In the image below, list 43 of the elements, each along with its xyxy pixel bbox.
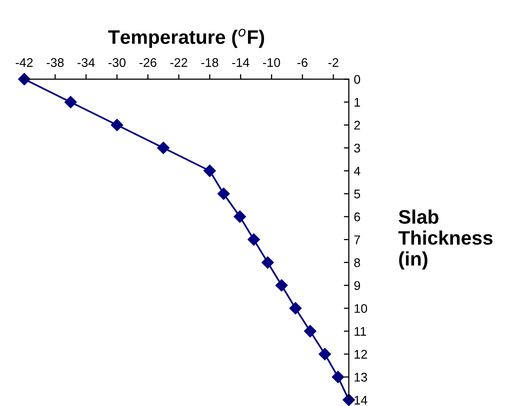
y-tick-label: 5 [354,190,360,198]
x-tick-label: -10 [263,58,280,67]
point [275,279,288,292]
x-tick-label: -14 [232,58,250,67]
point [218,188,230,200]
point [262,256,274,269]
y-tick-label: 7 [354,235,360,244]
point [157,142,170,154]
x-tick-label: -22 [170,58,188,67]
x-tick-label: -42 [16,58,33,67]
y-axis-title: Slab Thickness (in) [398,210,492,270]
y-tick-label: 4 [354,166,360,176]
point [110,118,124,132]
y-tick-label: 2 [354,120,360,130]
x-tick-label: -6 [297,58,308,67]
x-axis-title: Temperature ($^{o}$F) [108,28,264,48]
x-tick-label: -26 [139,58,156,67]
point [234,210,246,223]
point [64,96,77,108]
y-tick-label: 14 [354,396,368,404]
point [318,348,331,360]
y-tick-label: 8 [354,258,360,268]
y-tick-label: 12 [354,350,367,359]
point [304,325,316,338]
y-tick-label: 10 [354,304,368,313]
point [18,73,30,86]
y-tick-label: 0 [354,74,360,84]
x-tick-label: -2 [328,58,338,67]
y-tick-label: 3 [354,144,360,153]
y-tick-label: 9 [354,281,360,290]
point [342,394,355,406]
x-tick-label: -38 [46,58,64,67]
x-tick-label: -34 [78,58,95,67]
point [332,370,344,384]
y-tick-label: 13 [354,372,368,382]
point [204,164,216,177]
x-tick-label: -18 [201,58,218,67]
point [248,233,260,246]
x-tick-label: -30 [108,58,126,67]
point [289,302,302,314]
y-tick-label: 6 [354,212,360,222]
y-tick-label: 11 [354,327,366,336]
y-tick-label: 1 [354,98,360,107]
